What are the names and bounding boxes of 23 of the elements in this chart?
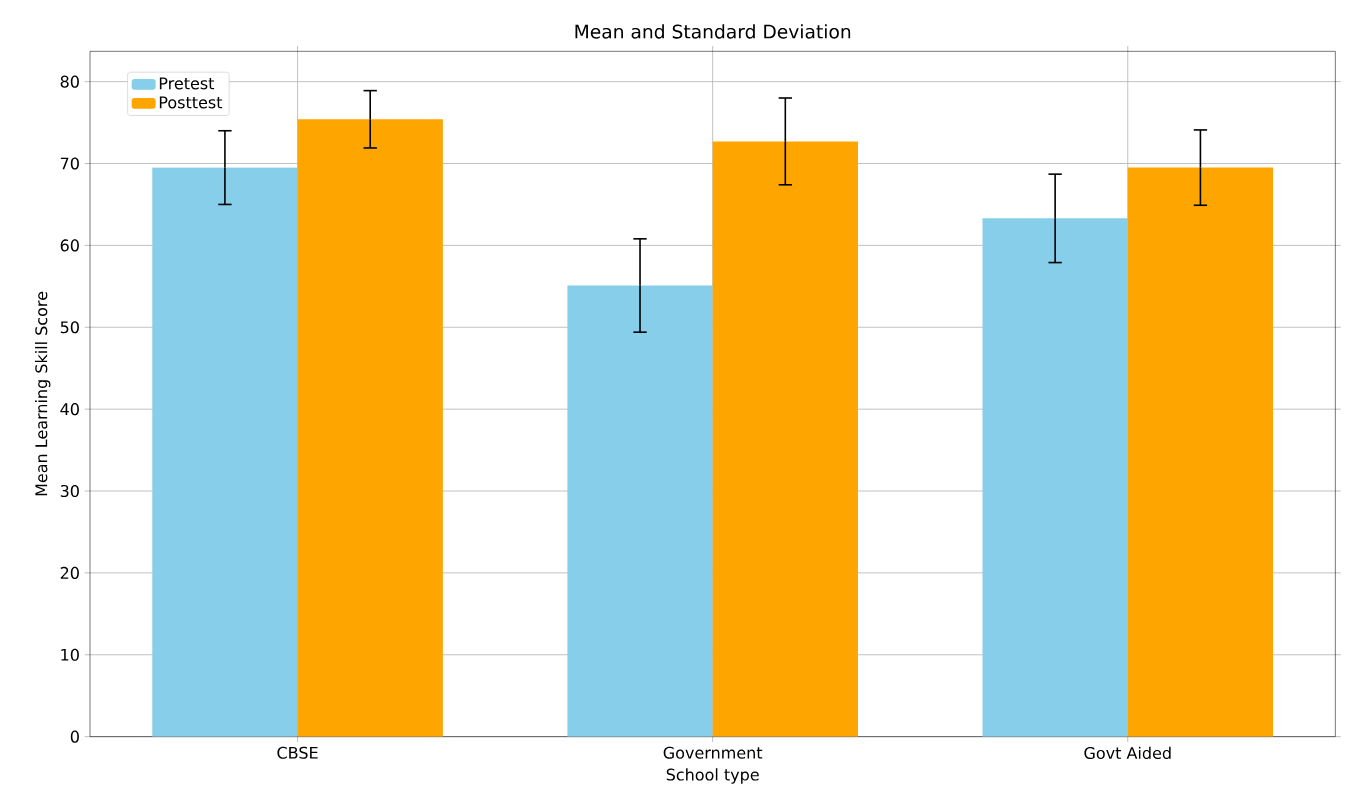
y-axis-title: Mean Learning Skill Score: [34, 291, 51, 496]
bar: [982, 218, 1128, 737]
bar: [297, 119, 443, 737]
bar: [152, 167, 298, 737]
y-tick-label: 60: [60, 239, 79, 252]
x-tick-label: CBSE: [277, 746, 318, 759]
x-axis-title: School type: [666, 768, 759, 784]
y-tick-label: 70: [60, 157, 79, 170]
y-tick-label: 30: [60, 484, 79, 498]
bar: [1127, 167, 1274, 737]
chart-title: Mean and Standard Deviation: [575, 24, 851, 39]
bar: [712, 141, 858, 737]
x-tick-label: Government: [663, 746, 763, 759]
bar: [567, 285, 713, 737]
legend-label: Posttest: [159, 96, 223, 109]
y-tick-label: 50: [60, 321, 79, 334]
legend-label: Pretest: [159, 77, 215, 90]
x-tick-label: Govt Aided: [1084, 746, 1171, 760]
y-tick-label: 0: [70, 730, 79, 743]
y-tick-label: 10: [61, 648, 79, 661]
y-tick-label: 80: [60, 75, 79, 88]
y-tick-label: 40: [60, 403, 79, 416]
y-tick-label: 20: [60, 566, 79, 579]
